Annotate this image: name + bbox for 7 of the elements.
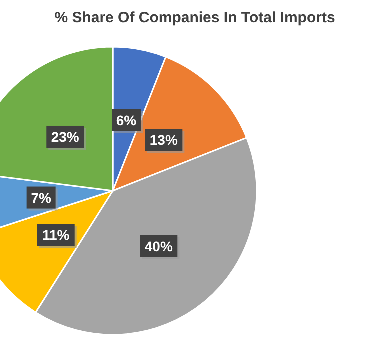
- chart-title: % Share Of Companies In Total Imports: [54, 10, 336, 26]
- data-label: 13%: [150, 132, 178, 148]
- data-label: 6%: [116, 112, 138, 128]
- data-label: 11%: [42, 227, 70, 244]
- data-label: 23%: [51, 128, 80, 145]
- data-label: 7%: [31, 190, 52, 206]
- data-label: 40%: [144, 238, 174, 254]
